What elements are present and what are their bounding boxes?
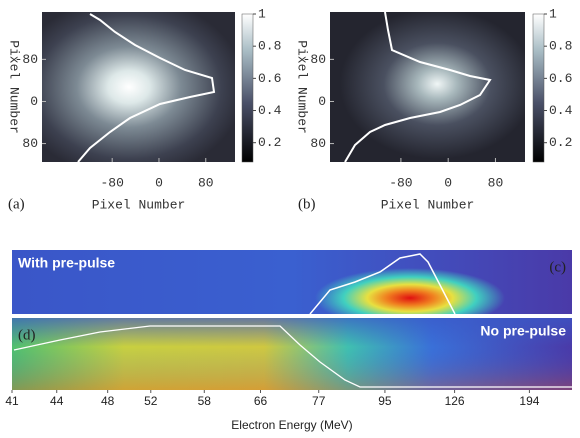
panel-annotation: With pre-pulse xyxy=(18,255,115,271)
profile-line xyxy=(13,325,572,388)
heatmap-image xyxy=(330,12,525,162)
x-tick-label: 194 xyxy=(519,394,539,408)
separator xyxy=(12,314,572,318)
x-tick-label: -80 xyxy=(389,175,412,190)
panel-label: (a) xyxy=(8,196,25,212)
x-tick-label: 52 xyxy=(144,394,158,408)
spectrum-hotspot xyxy=(315,268,505,328)
panel-label: (b) xyxy=(298,196,316,212)
x-tick-label: 77 xyxy=(312,394,326,408)
x-tick-label: 58 xyxy=(198,394,212,408)
spectrum-shade xyxy=(12,318,572,390)
colorbar xyxy=(532,13,545,163)
x-tick-label: 48 xyxy=(101,394,115,408)
colorbar-tick-label: 0.6 xyxy=(549,71,572,86)
colorbar-tick-label: 0.6 xyxy=(258,71,281,86)
colorbar xyxy=(241,13,254,163)
y-tick-label: 80 xyxy=(310,136,326,151)
profile-line xyxy=(344,11,492,163)
colorbar-tick-label: 1 xyxy=(549,6,557,21)
colorbar-tick-label: 0.4 xyxy=(549,103,573,118)
colorbar-tick-label: 1 xyxy=(258,6,266,21)
y-tick-label: -80 xyxy=(303,52,326,67)
profile-line xyxy=(309,253,456,315)
colorbar-tick-label: 0.4 xyxy=(258,103,282,118)
x-tick-label: 41 xyxy=(5,394,19,408)
heatmap-image xyxy=(42,12,235,162)
y-tick-label: 0 xyxy=(30,94,38,109)
x-tick-label: 0 xyxy=(444,175,452,190)
x-tick-label: 66 xyxy=(254,394,268,408)
x-tick-label: 126 xyxy=(445,394,465,408)
y-tick-label: 0 xyxy=(318,94,326,109)
panel-label: (c) xyxy=(549,259,566,275)
x-axis-label: Electron Energy (MeV) xyxy=(231,418,352,432)
y-tick-label: -80 xyxy=(15,52,38,67)
x-tick-label: 80 xyxy=(488,175,504,190)
x-axis-label: Pixel Number xyxy=(92,197,186,212)
colorbar-tick-label: 0.2 xyxy=(549,135,572,150)
colorbar-tick-label: 0.8 xyxy=(549,39,572,54)
profile-line xyxy=(77,13,216,163)
x-tick-label: 0 xyxy=(155,175,163,190)
x-axis-label: Pixel Number xyxy=(381,197,475,212)
y-tick-label: 80 xyxy=(22,136,38,151)
panel-label: (d) xyxy=(18,327,36,343)
x-tick-label: 44 xyxy=(50,394,64,408)
x-tick-label: 95 xyxy=(378,394,392,408)
y-axis-label: Pixel Number xyxy=(295,40,310,134)
colorbar-tick-label: 0.2 xyxy=(258,135,281,150)
colorbar-tick-label: 0.8 xyxy=(258,39,281,54)
panel-annotation: No pre-pulse xyxy=(480,323,566,339)
x-tick-label: 80 xyxy=(198,175,214,190)
x-tick-label: -80 xyxy=(100,175,123,190)
y-axis-label: Pixel Number xyxy=(7,40,22,134)
